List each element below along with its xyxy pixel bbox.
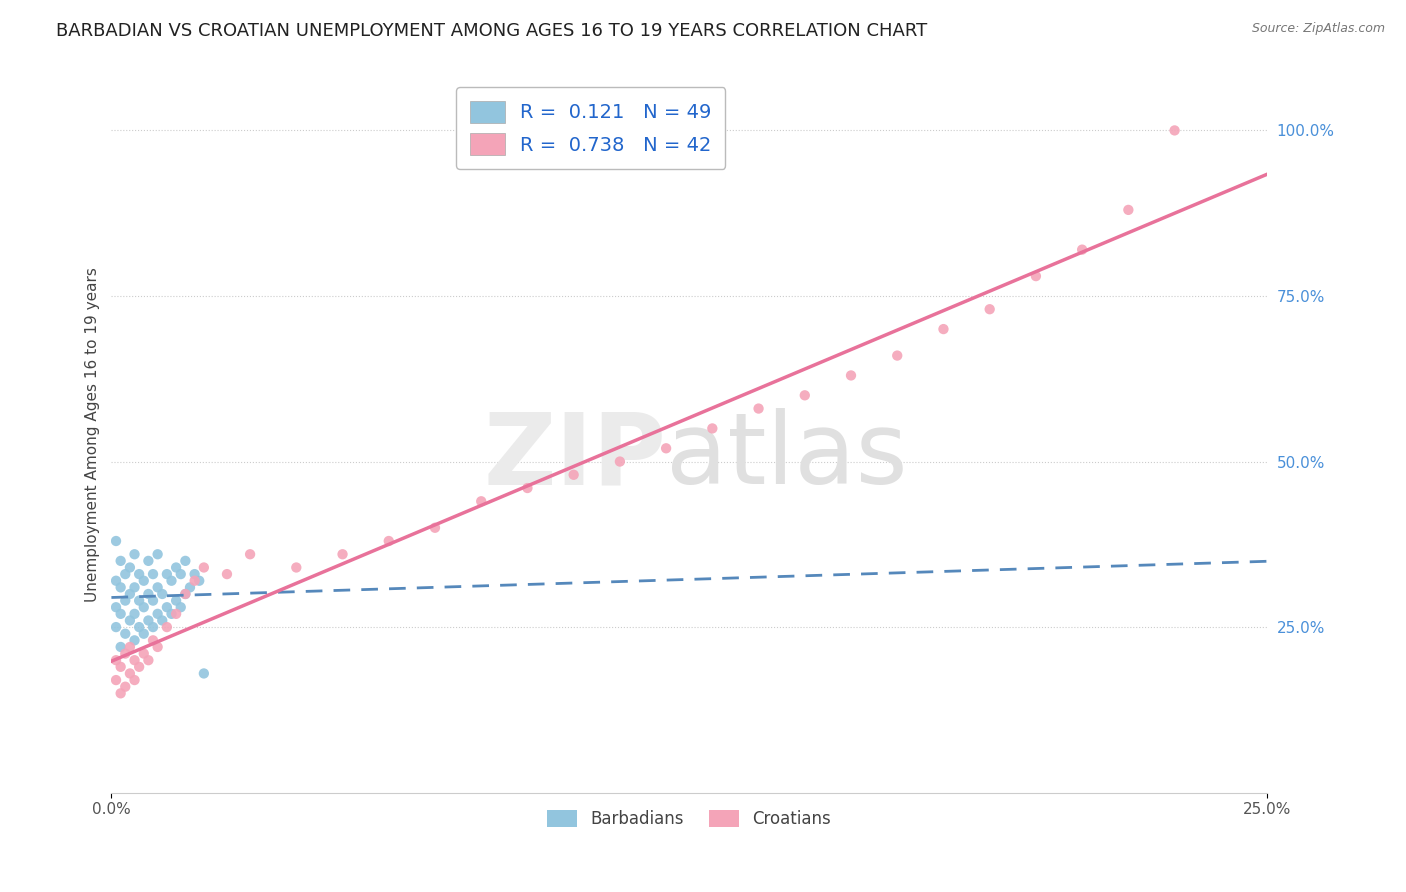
Point [160,574,183,588]
Point [118,640,141,654]
Point [138,587,160,601]
Point [146,580,169,594]
Point [165,607,187,621]
Point [1071,243,1094,257]
Point [165,560,187,574]
Point [124,673,146,687]
Point [174,587,197,601]
Point [105,653,128,667]
Point [110,640,132,654]
Point [105,574,128,588]
Point [156,620,179,634]
Text: atlas: atlas [666,408,908,505]
Point [132,647,155,661]
Point [1163,123,1185,137]
Point [170,567,193,582]
Point [748,401,770,416]
Point [702,421,724,435]
Point [118,666,141,681]
Point [188,574,211,588]
Point [128,593,150,607]
Point [179,580,201,594]
Point [105,600,128,615]
Point [124,633,146,648]
Point [110,660,132,674]
Point [193,666,215,681]
Point [174,554,197,568]
Point [146,607,169,621]
Point [105,620,128,634]
Text: ZIP: ZIP [484,408,666,505]
Point [114,593,136,607]
Point [124,653,146,667]
Point [138,653,160,667]
Point [138,554,160,568]
Text: Source: ZipAtlas.com: Source: ZipAtlas.com [1251,22,1385,36]
Point [183,567,205,582]
Point [142,633,165,648]
Point [114,626,136,640]
Y-axis label: Unemployment Among Ages 16 to 19 years: Unemployment Among Ages 16 to 19 years [86,268,100,602]
Point [105,534,128,549]
Point [110,554,132,568]
Point [146,640,169,654]
Point [156,600,179,615]
Point [110,607,132,621]
Point [193,560,215,574]
Point [118,560,141,574]
Point [655,442,678,456]
Point [146,547,169,561]
Point [110,580,132,594]
Point [470,494,492,508]
Point [285,560,308,574]
Point [118,587,141,601]
Legend: Barbadians, Croatians: Barbadians, Croatians [540,803,838,834]
Point [160,607,183,621]
Point [378,534,401,549]
Point [110,686,132,700]
Point [114,647,136,661]
Point [128,620,150,634]
Point [1118,202,1140,217]
Point [142,593,165,607]
Point [239,547,262,561]
Point [142,620,165,634]
Point [124,580,146,594]
Point [156,567,179,582]
Point [150,614,173,628]
Point [174,587,197,601]
Point [124,547,146,561]
Point [183,574,205,588]
Point [165,593,187,607]
Point [132,574,155,588]
Point [332,547,354,561]
Point [215,567,238,582]
Point [932,322,955,336]
Point [114,680,136,694]
Point [979,302,1001,317]
Point [886,349,908,363]
Point [128,660,150,674]
Point [118,614,141,628]
Text: BARBADIAN VS CROATIAN UNEMPLOYMENT AMONG AGES 16 TO 19 YEARS CORRELATION CHART: BARBADIAN VS CROATIAN UNEMPLOYMENT AMONG… [56,22,928,40]
Point [150,587,173,601]
Point [1025,269,1047,284]
Point [170,600,193,615]
Point [562,467,585,482]
Point [114,567,136,582]
Point [128,567,150,582]
Point [609,454,631,468]
Point [105,673,128,687]
Point [793,388,815,402]
Point [142,567,165,582]
Point [839,368,862,383]
Point [124,607,146,621]
Point [423,521,446,535]
Point [516,481,538,495]
Point [132,600,155,615]
Point [138,614,160,628]
Point [132,626,155,640]
